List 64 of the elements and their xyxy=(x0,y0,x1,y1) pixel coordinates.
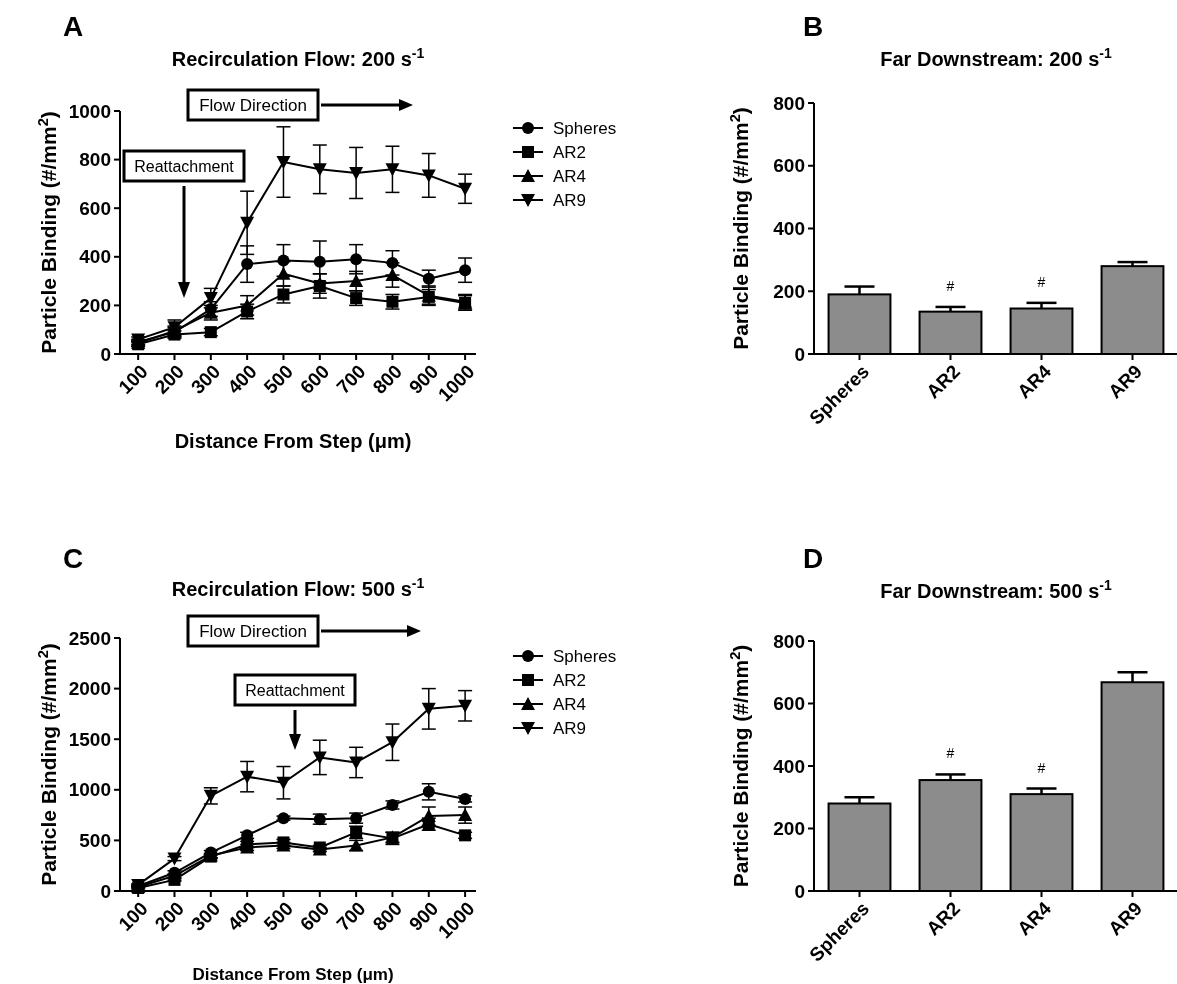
annotation: Flow Direction xyxy=(199,95,307,115)
y-tick-label: 0 xyxy=(794,343,805,365)
x-tick-label: 100 xyxy=(114,897,152,935)
y-tick-label: 600 xyxy=(79,197,111,219)
x-tick-label: 500 xyxy=(259,897,297,935)
y-tick-label: 1000 xyxy=(68,779,111,801)
annotation: # xyxy=(1037,273,1046,290)
y-tick-label: 400 xyxy=(773,755,805,777)
annotation: # xyxy=(946,277,955,294)
text: B xyxy=(803,11,824,42)
text: C xyxy=(63,543,84,574)
annotation: Flow Direction xyxy=(199,621,307,641)
chart-title: Recirculation Flow: 500 s$^{-1}$ xyxy=(171,575,425,600)
y-tick-label: 2000 xyxy=(68,678,111,700)
y-tick-label: 0 xyxy=(794,880,805,902)
text: A xyxy=(63,11,84,42)
legend-label: AR9 xyxy=(553,718,587,738)
x-tick-label: 500 xyxy=(259,360,297,398)
y-tick-label: 800 xyxy=(773,92,805,114)
y-tick-label: 800 xyxy=(79,149,111,171)
y-tick-label: 1500 xyxy=(68,728,111,750)
y-tick-label: 400 xyxy=(79,246,111,268)
x-tick-label: 600 xyxy=(296,360,334,398)
annotation: Reattachment xyxy=(134,157,235,175)
y-tick-label: 600 xyxy=(773,155,805,177)
y-tick-label: 400 xyxy=(773,218,805,240)
x-tick-label: 800 xyxy=(368,897,406,935)
y-tick-label: 1000 xyxy=(68,100,111,122)
chart-title: Far Downstream: 200 s$^{-1}$ xyxy=(880,45,1112,70)
y-tick-label: 200 xyxy=(773,280,805,302)
x-tick-label: 100 xyxy=(114,360,152,398)
y-tick-label: 0 xyxy=(100,343,111,365)
x-tick-label: 200 xyxy=(150,360,189,398)
text: D xyxy=(803,543,824,574)
legend-label: AR2 xyxy=(553,670,587,690)
x-tick-label: 300 xyxy=(187,360,225,398)
y-tick-label: 0 xyxy=(100,880,111,902)
x-tick-label: 700 xyxy=(332,360,370,398)
legend-label: AR9 xyxy=(553,190,587,210)
x-axis-title: Distance From Step (μm) xyxy=(174,430,412,452)
legend-label: Spheres xyxy=(553,118,617,138)
chart-title: Recirculation Flow: 200 s$^{-1}$ xyxy=(171,45,425,70)
y-tick-label: 600 xyxy=(773,693,805,715)
x-axis-title: Distance From Step (μm) xyxy=(192,965,394,984)
x-tick-label: 400 xyxy=(223,897,261,935)
x-tick-label: 600 xyxy=(296,897,334,935)
annotation: # xyxy=(946,745,955,762)
y-tick-label: 800 xyxy=(773,630,805,652)
legend-label: AR2 xyxy=(553,142,587,162)
annotation: Reattachment xyxy=(245,681,346,699)
legend-label: AR4 xyxy=(553,166,587,186)
chart-title: Far Downstream: 500 s$^{-1}$ xyxy=(880,577,1112,602)
y-tick-label: 200 xyxy=(773,818,805,840)
legend-label: AR4 xyxy=(553,694,587,714)
x-tick-label: 300 xyxy=(187,897,225,935)
x-tick-label: 400 xyxy=(223,360,261,398)
legend-label: Spheres xyxy=(553,646,617,666)
x-tick-label: 200 xyxy=(150,897,189,935)
y-tick-label: 500 xyxy=(79,830,111,852)
x-tick-label: 700 xyxy=(332,897,370,935)
y-tick-label: 200 xyxy=(79,295,111,317)
annotation: # xyxy=(1037,759,1046,776)
x-tick-label: 800 xyxy=(368,360,406,398)
y-tick-label: 2500 xyxy=(68,627,111,649)
